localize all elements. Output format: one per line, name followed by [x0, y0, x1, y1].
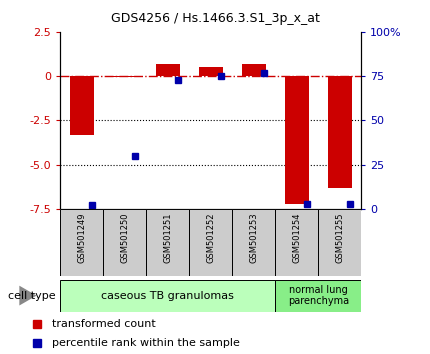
Bar — [189, 209, 232, 276]
Bar — [328, 76, 351, 188]
Bar — [232, 209, 275, 276]
Bar — [146, 209, 189, 276]
Text: GSM501254: GSM501254 — [292, 212, 301, 263]
Text: GSM501251: GSM501251 — [163, 212, 172, 263]
Bar — [242, 64, 266, 76]
Bar — [156, 64, 179, 76]
Bar — [103, 209, 146, 276]
Bar — [285, 76, 308, 204]
Bar — [60, 209, 103, 276]
Text: caseous TB granulomas: caseous TB granulomas — [101, 291, 234, 301]
Bar — [199, 67, 223, 76]
Bar — [113, 76, 137, 77]
Text: GSM501255: GSM501255 — [335, 212, 344, 263]
Text: GDS4256 / Hs.1466.3.S1_3p_x_at: GDS4256 / Hs.1466.3.S1_3p_x_at — [111, 12, 319, 25]
Text: GSM501252: GSM501252 — [206, 212, 215, 263]
Polygon shape — [19, 286, 37, 306]
Text: GSM501253: GSM501253 — [249, 212, 258, 263]
Bar — [70, 76, 94, 135]
Text: normal lung
parenchyma: normal lung parenchyma — [288, 285, 349, 307]
Bar — [275, 209, 318, 276]
Bar — [318, 209, 361, 276]
Text: cell type: cell type — [8, 291, 56, 301]
Text: percentile rank within the sample: percentile rank within the sample — [52, 338, 240, 348]
Text: GSM501249: GSM501249 — [77, 212, 86, 263]
Text: GSM501250: GSM501250 — [120, 212, 129, 263]
Bar — [275, 280, 361, 312]
Bar — [60, 280, 275, 312]
Text: transformed count: transformed count — [52, 319, 156, 329]
